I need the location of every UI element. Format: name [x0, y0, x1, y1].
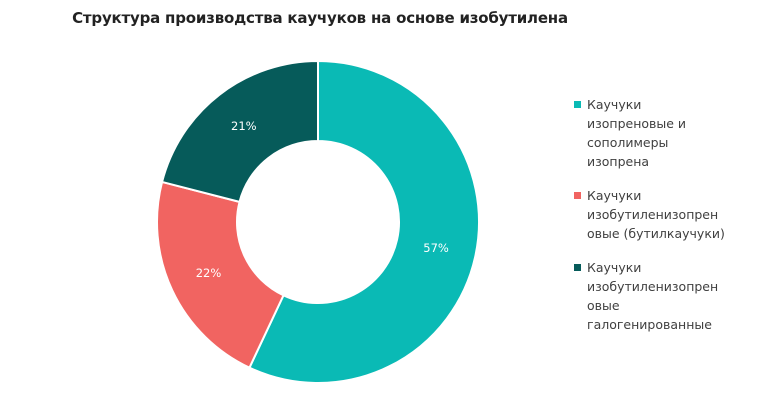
legend-label-line: сополимеры: [587, 135, 669, 150]
legend-item-isoprene: Каучуки изопреновые и сополимеры изопрена: [574, 95, 754, 171]
slice-halobutyl: [160, 59, 319, 204]
legend-label-line: Каучуки: [587, 188, 642, 203]
legend: Каучуки изопреновые и сополимеры изопрена Ка…: [574, 95, 754, 349]
legend-item-halobutyl: Каучуки изобутиленизопрен овые галогенирова…: [574, 258, 754, 334]
legend-label-line: овые: [587, 298, 620, 313]
legend-label-line: галогенированные: [587, 317, 712, 332]
slice-isoprene: [248, 59, 480, 384]
slice-group: [156, 59, 480, 384]
slice-label-group: 57% 22% 21%: [196, 119, 449, 280]
slice-butyl: [156, 180, 285, 370]
legend-item-butyl: Каучуки изобутиленизопрен овые (бутилкаучу…: [574, 186, 754, 243]
chart-title: Структура производства каучуков на основ…: [72, 9, 568, 27]
legend-label-line: овые (бутилкаучуки): [587, 226, 725, 241]
legend-swatch: [574, 264, 581, 271]
legend-label-line: изопреновые и: [587, 116, 687, 131]
legend-swatch: [574, 192, 581, 199]
legend-label-line: изопрена: [587, 154, 650, 169]
legend-label-line: изобутиленизопрен: [587, 207, 719, 222]
legend-swatch: [574, 101, 581, 108]
data-label-halobutyl: 21%: [231, 119, 257, 133]
legend-label-line: Каучуки: [587, 97, 642, 112]
legend-label-line: Каучуки: [587, 260, 642, 275]
data-label-isoprene: 57%: [423, 241, 449, 255]
data-label-butyl: 22%: [196, 266, 222, 280]
donut-chart: 57% 22% 21%: [156, 59, 480, 384]
legend-label-line: изобутиленизопрен: [587, 279, 719, 294]
